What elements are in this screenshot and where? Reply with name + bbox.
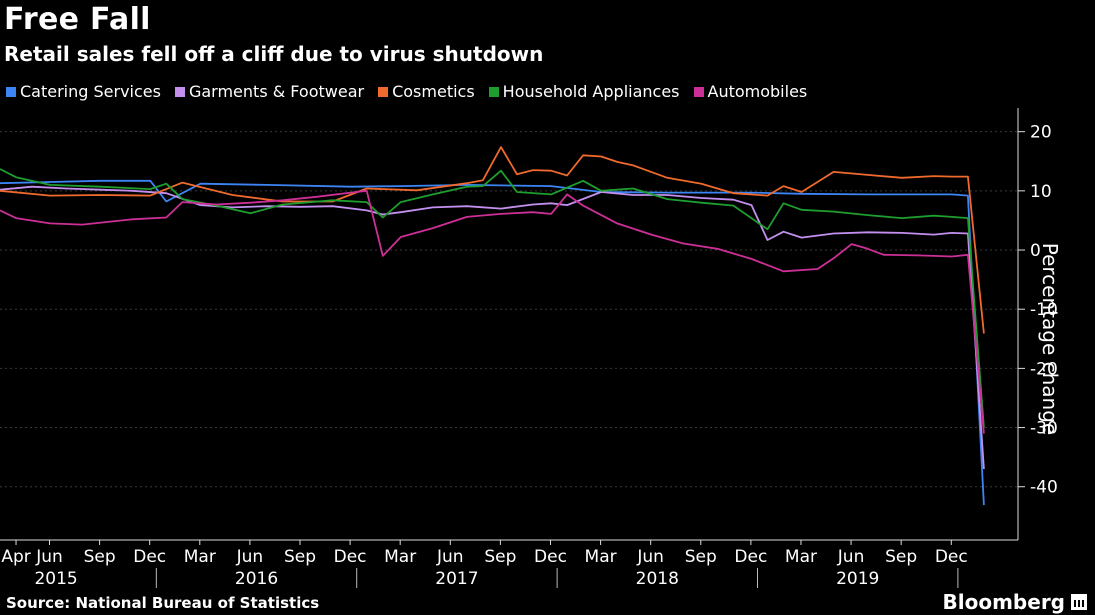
chart-subtitle: Retail sales fell off a cliff due to vir… [4, 42, 544, 66]
x-tick-label: Mar [785, 547, 817, 567]
y-tick-label: -10 [1030, 300, 1058, 320]
x-tick-label: Jun [35, 547, 63, 567]
y-tick-label: 0 [1030, 241, 1041, 261]
x-tick-label: Jun [837, 547, 865, 567]
x-tick-label: Jun [236, 547, 264, 567]
x-tick-label: Mar [384, 547, 416, 567]
y-tick-label: 20 [1030, 123, 1052, 143]
x-tick-label: Mar [585, 547, 617, 567]
brand-name: Bloomberg [942, 590, 1065, 614]
legend-item: Automobiles [693, 82, 808, 101]
legend-swatch [693, 86, 704, 97]
x-tick-label: Dec [133, 547, 166, 567]
y-tick-label: -40 [1030, 478, 1058, 498]
x-tick-label: Dec [935, 547, 968, 567]
legend-label: Garments & Footwear [188, 82, 365, 101]
year-label: 2015 [34, 569, 77, 589]
brand-logo: Bloomberg [943, 590, 1087, 614]
x-tick-label: Jun [436, 547, 464, 567]
x-tick-label: Apr [1, 547, 30, 567]
source-note: Source: National Bureau of Statistics [6, 594, 320, 612]
legend: Catering Services Garments & Footwear Cosm… [6, 82, 807, 101]
x-tick-label: Sep [84, 547, 116, 567]
x-tick-label: Sep [284, 547, 316, 567]
year-label: 2018 [636, 569, 679, 589]
legend-swatch [6, 86, 16, 97]
x-tick-label: Sep [885, 547, 917, 567]
legend-item: Garments & Footwear [174, 82, 365, 101]
series-line [0, 179, 985, 506]
y-tick-label: -20 [1030, 359, 1058, 379]
legend-item: Household Appliances [488, 82, 680, 101]
x-tick-label: Sep [484, 547, 516, 567]
legend-label: Catering Services [20, 82, 161, 101]
x-tick-label: Dec [534, 547, 567, 567]
legend-item: Catering Services [6, 82, 161, 101]
bloomberg-terminal-icon [1071, 594, 1087, 610]
x-tick-label: Sep [685, 547, 717, 567]
x-tick-label: Dec [734, 547, 767, 567]
legend-swatch [174, 86, 185, 97]
legend-label: Cosmetics [392, 82, 475, 101]
y-tick-label: -30 [1030, 419, 1058, 439]
series-line [0, 189, 985, 434]
year-label: 2019 [836, 569, 879, 589]
legend-swatch [378, 86, 389, 97]
series-line [0, 168, 985, 428]
x-tick-label: Dec [334, 547, 367, 567]
x-tick-label: Jun [636, 547, 664, 567]
legend-label: Household Appliances [502, 82, 680, 101]
series-line [0, 185, 985, 470]
year-label: 2016 [235, 569, 278, 589]
x-tick-label: Mar [184, 547, 216, 567]
y-tick-label: 10 [1030, 182, 1052, 202]
chart-title: Free Fall [4, 2, 151, 37]
legend-swatch [488, 86, 499, 97]
year-label: 2017 [435, 569, 478, 589]
series-line [0, 146, 985, 334]
legend-item: Cosmetics [378, 82, 475, 101]
legend-label: Automobiles [707, 82, 808, 101]
y-axis-label: Percentage change [1038, 242, 1062, 436]
